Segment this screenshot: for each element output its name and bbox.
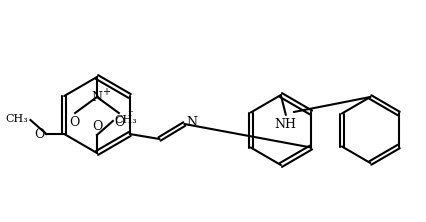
Text: O: O <box>69 116 79 129</box>
Text: ⁻: ⁻ <box>127 109 132 119</box>
Text: O: O <box>92 120 102 133</box>
Text: N: N <box>92 91 103 103</box>
Text: NH: NH <box>275 118 297 131</box>
Text: N: N <box>186 115 197 129</box>
Text: O: O <box>115 116 125 129</box>
Text: CH₃: CH₃ <box>115 115 138 125</box>
Text: O: O <box>34 127 44 141</box>
Text: CH₃: CH₃ <box>6 114 29 124</box>
Text: +: + <box>102 87 110 97</box>
